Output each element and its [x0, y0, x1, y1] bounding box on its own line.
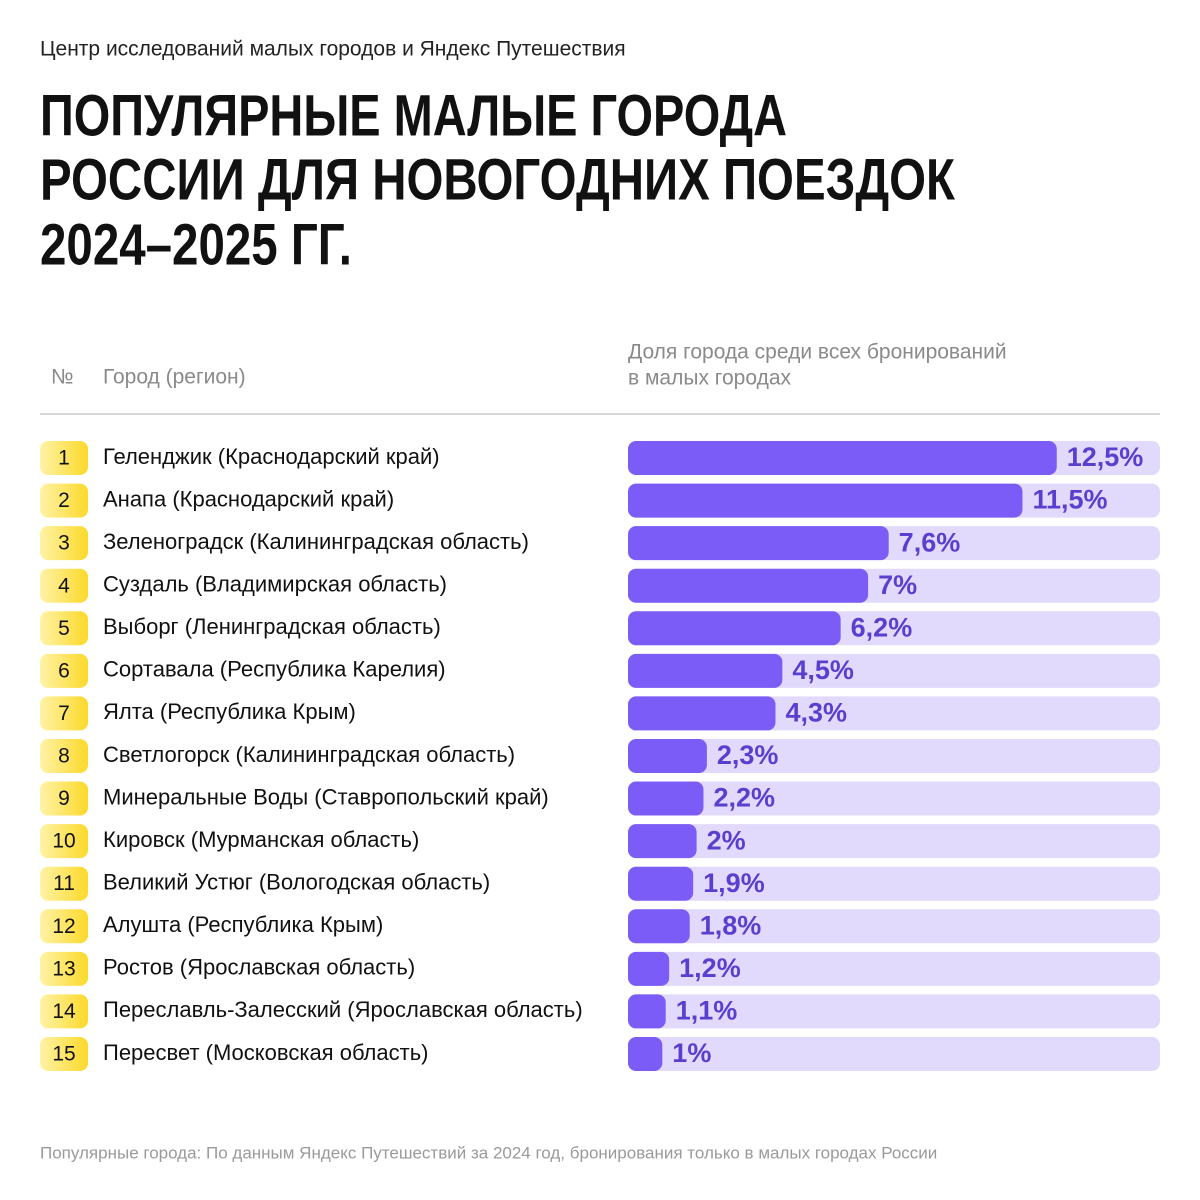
rank: 11: [53, 872, 75, 895]
bar: [628, 909, 690, 944]
value-label: 7%: [878, 570, 917, 600]
value-label: 1,2%: [679, 953, 741, 983]
bar-track: [628, 951, 1160, 986]
rank: 4: [58, 574, 70, 597]
rank: 15: [52, 1043, 75, 1066]
column-header: Доля города среди всех бронирований: [628, 341, 1007, 364]
city-label: Кировск (Мурманская область): [103, 827, 419, 852]
bar: [628, 824, 697, 859]
value-label: 1%: [672, 1038, 711, 1068]
bar: [628, 441, 1057, 475]
rank-badge: [40, 781, 88, 816]
value-label: 11,5%: [1032, 485, 1107, 515]
rank: 2: [58, 489, 70, 512]
city-label: Пересвет (Московская область): [103, 1040, 429, 1065]
value-label: 6,2%: [851, 612, 913, 642]
city-label: Выборг (Ленинградская область): [103, 614, 441, 639]
rank: 5: [58, 617, 70, 640]
rank-badge: [40, 526, 88, 561]
bar: [628, 1036, 663, 1071]
city-label: Анапа (Краснодарский край): [103, 486, 394, 511]
rank-badge: [40, 611, 88, 646]
city-label: Сортавала (Республика Карелия): [103, 657, 446, 682]
city-label: Ростов (Ярославская область): [103, 955, 415, 980]
value-label: 12,5%: [1067, 442, 1144, 472]
value-label: 4,3%: [785, 698, 847, 728]
bar: [628, 951, 670, 986]
footnote: Популярные города: По данным Яндекс Путе…: [40, 1143, 937, 1162]
rank: 8: [58, 745, 70, 768]
bar: [628, 781, 704, 816]
value-label: 2,2%: [713, 783, 775, 813]
bar-track: [628, 909, 1160, 944]
value-label: 2,3%: [717, 740, 779, 770]
rank: 14: [52, 1000, 76, 1023]
city-label: Зеленоградск (Калининградская область): [103, 529, 529, 554]
rank: 12: [52, 915, 75, 938]
rank: 6: [58, 659, 70, 682]
bar-track: [628, 738, 1160, 773]
bar-track: [628, 994, 1160, 1029]
bar-track: [628, 866, 1160, 901]
bar-track: [628, 824, 1160, 859]
bar: [628, 611, 841, 646]
value-label: 7,6%: [899, 527, 961, 557]
column-header: в малых городах: [628, 367, 791, 390]
rank-badge: [40, 866, 88, 901]
bar: [628, 994, 666, 1029]
rank: 3: [58, 532, 70, 555]
bar: [628, 568, 869, 603]
rank: 13: [52, 957, 75, 980]
column-header: №: [51, 366, 74, 389]
bar-track: [628, 781, 1160, 816]
bar: [628, 653, 783, 688]
chart-title: ПОПУЛЯРНЫЕ МАЛЫЕ ГОРОДА: [40, 83, 787, 148]
chart-title: 2024–2025 ГГ.: [40, 212, 352, 277]
bar: [628, 526, 889, 561]
bar: [628, 738, 707, 773]
bar-track: [628, 1036, 1160, 1071]
rank-badge: [40, 568, 88, 603]
rank: 7: [58, 702, 70, 725]
rank-badge: [40, 696, 88, 731]
value-label: 1,9%: [703, 868, 765, 898]
rank-badge: [40, 994, 88, 1029]
rank-badge: [40, 738, 88, 773]
bar: [628, 866, 694, 901]
city-label: Суздаль (Владимирская область): [103, 572, 447, 597]
rank: 9: [58, 787, 70, 810]
city-label: Великий Устюг (Вологодская область): [103, 870, 490, 895]
city-label: Алушта (Республика Крым): [103, 912, 383, 937]
city-label: Переславль-Залесский (Ярославская област…: [103, 997, 583, 1022]
value-label: 1,1%: [676, 996, 738, 1026]
source: Центр исследований малых городов и Яндек…: [40, 38, 626, 61]
value-label: 1,8%: [700, 910, 762, 940]
bar: [628, 483, 1023, 518]
city-label: Светлогорск (Калининградская область): [103, 742, 515, 767]
rank: 10: [52, 830, 75, 853]
rank-badge: [40, 483, 88, 518]
city-label: Геленджик (Краснодарский край): [103, 444, 440, 469]
bar: [628, 696, 776, 731]
city-label: Минеральные Воды (Ставропольский край): [103, 784, 549, 809]
city-label: Ялта (Республика Крым): [103, 699, 356, 724]
rank: 1: [58, 447, 70, 470]
value-label: 4,5%: [792, 655, 854, 685]
rank-badge: [40, 951, 88, 986]
value-label: 2%: [707, 825, 746, 855]
rank-badge: [40, 441, 88, 475]
rank-badge: [40, 1036, 88, 1071]
rank-badge: [40, 909, 88, 944]
column-header: Город (регион): [103, 366, 246, 389]
rank-badge: [40, 824, 88, 859]
rank-badge: [40, 653, 88, 688]
chart-title: РОССИИ ДЛЯ НОВОГОДНИХ ПОЕЗДОК: [40, 147, 955, 212]
